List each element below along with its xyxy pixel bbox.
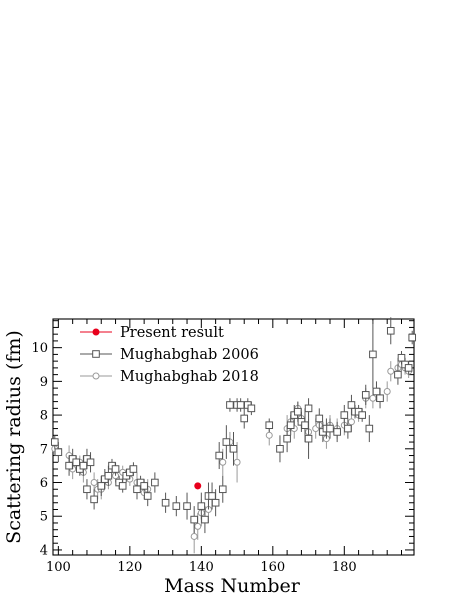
data-point <box>365 424 374 433</box>
data-point <box>215 451 224 460</box>
x-tick-label: 140 <box>189 560 214 575</box>
x-tick-label: 100 <box>46 560 71 575</box>
data-point <box>265 421 274 429</box>
y-tick-label: 5 <box>40 510 48 525</box>
data-point <box>347 418 355 426</box>
x-tick-label: 160 <box>260 560 285 575</box>
data-point <box>347 401 356 409</box>
data-point <box>408 333 417 342</box>
data-point <box>326 424 334 433</box>
data-point <box>83 485 91 494</box>
data-point <box>304 434 313 443</box>
legend-marker <box>92 328 100 336</box>
data-point <box>183 502 191 510</box>
data-point <box>201 515 209 524</box>
data-point <box>104 471 113 480</box>
series-1 <box>50 317 417 534</box>
y-axis-title: Scattering radius (fm) <box>3 330 25 544</box>
data-point <box>361 391 370 399</box>
legend: Present result Mughabghab 2006 Mughabghab … <box>80 325 259 385</box>
data-point <box>333 428 341 436</box>
plot-frame <box>52 318 415 556</box>
data-point <box>376 394 384 403</box>
x-tick-label: 120 <box>117 560 142 575</box>
data-point <box>190 532 198 540</box>
data-point <box>369 394 377 402</box>
data-point <box>172 502 181 510</box>
data-point <box>247 404 256 413</box>
data-point <box>283 434 291 443</box>
data-point <box>226 401 234 409</box>
data-point <box>233 458 241 466</box>
data-point <box>265 431 273 439</box>
data-point <box>387 367 395 375</box>
data-point <box>50 438 59 446</box>
data-point <box>90 479 98 487</box>
legend-label: Mughabghab 2006 <box>120 347 259 363</box>
data-point <box>386 327 395 335</box>
data-point <box>394 370 402 379</box>
data-point <box>161 498 170 507</box>
data-point <box>294 407 302 416</box>
data-point <box>208 492 216 500</box>
data-point <box>219 458 227 466</box>
data-point <box>65 461 73 470</box>
x-axis-title: Mass Number <box>164 575 301 597</box>
data-point <box>229 445 238 453</box>
y-tick-label: 6 <box>40 476 48 491</box>
series-layer <box>50 317 417 554</box>
series-2 <box>51 357 413 554</box>
data-point <box>304 404 313 413</box>
data-point <box>140 482 148 490</box>
y-tick-label: 7 <box>40 442 48 457</box>
data-point <box>190 515 198 524</box>
data-point <box>369 350 377 359</box>
data-point <box>340 411 349 419</box>
data-point <box>222 438 231 446</box>
data-point <box>72 458 81 467</box>
legend-marker <box>92 350 100 358</box>
y-tick-label: 8 <box>40 409 48 424</box>
legend-label: Mughabghab 2018 <box>120 369 259 385</box>
data-point <box>358 411 366 419</box>
data-point <box>86 458 95 467</box>
data-point <box>286 421 295 429</box>
tick-labels: 100 120 140 160 180 4 5 6 7 8 9 10 <box>31 341 356 575</box>
data-point <box>372 387 381 396</box>
data-point <box>133 485 141 494</box>
legend-label: Present result <box>120 325 224 341</box>
legend-marker <box>92 372 100 380</box>
data-point <box>151 478 159 487</box>
x-tick-label: 180 <box>332 560 357 575</box>
data-point <box>194 482 202 490</box>
data-point <box>276 445 284 453</box>
data-point <box>54 448 63 456</box>
data-point <box>218 485 227 494</box>
series-0 <box>194 482 202 490</box>
data-point <box>315 414 324 423</box>
data-point <box>301 421 309 429</box>
data-point <box>143 492 152 500</box>
y-tick-label: 9 <box>40 375 48 390</box>
data-point <box>211 498 220 507</box>
data-point <box>129 465 138 473</box>
y-tick-label: 10 <box>31 341 48 356</box>
data-point <box>194 522 202 530</box>
data-point <box>197 502 206 510</box>
data-point <box>118 482 127 490</box>
data-point <box>240 414 249 423</box>
data-point <box>236 401 245 409</box>
data-point <box>383 387 391 395</box>
data-point <box>404 364 413 372</box>
y-tick-label: 4 <box>40 543 48 558</box>
data-point <box>79 461 88 470</box>
data-point <box>111 465 120 473</box>
data-point <box>397 353 406 362</box>
data-point <box>90 495 98 504</box>
data-point <box>344 424 352 433</box>
data-point <box>97 482 106 490</box>
